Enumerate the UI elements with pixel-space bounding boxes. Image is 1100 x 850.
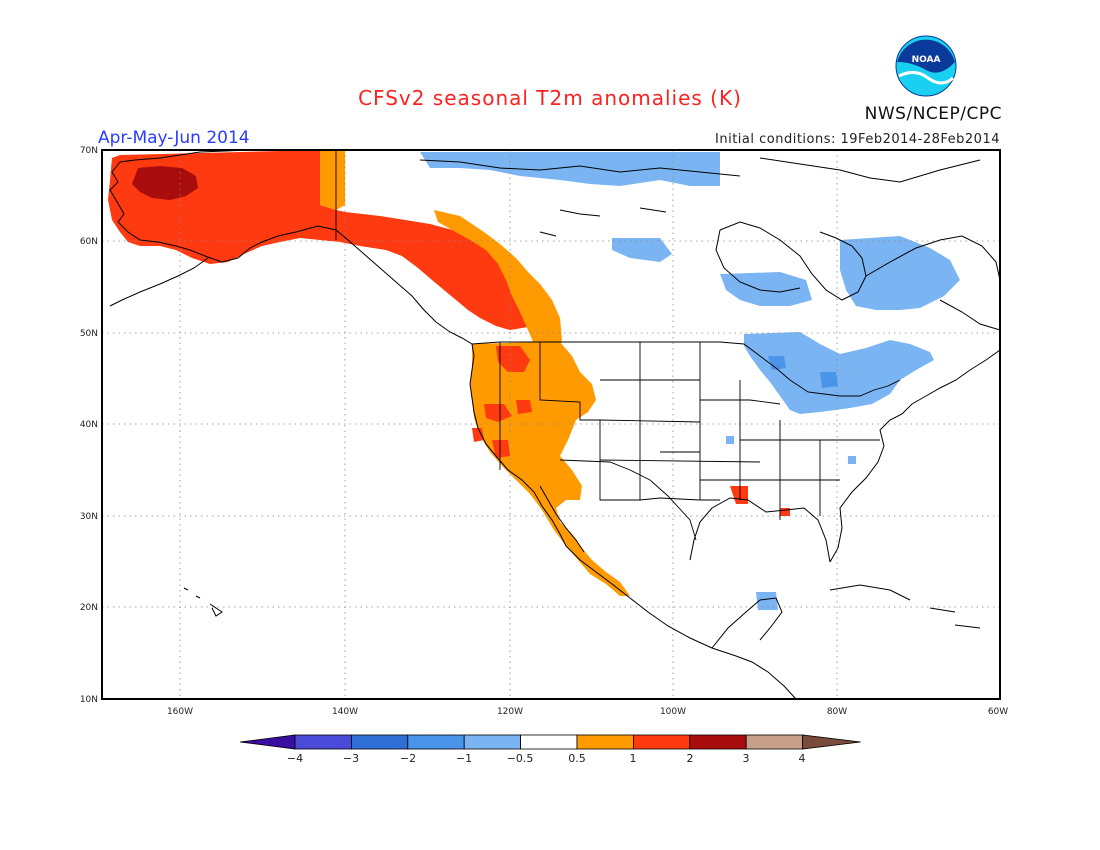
coastlines xyxy=(109,149,1001,700)
warm-anomaly-region xyxy=(132,166,198,200)
lon-label: 140W xyxy=(332,707,358,717)
colorbar-segment xyxy=(633,734,691,750)
graticule xyxy=(102,150,1000,699)
colorbar-label: 2 xyxy=(687,752,694,765)
warm-anomaly-region xyxy=(780,508,790,516)
colorbar-label: 0.5 xyxy=(568,752,586,765)
warm-anomaly-region xyxy=(472,428,484,442)
cool-anomaly-region xyxy=(768,356,786,370)
colorbar-label: −1 xyxy=(456,752,472,765)
colorbar xyxy=(239,734,861,750)
colorbar-label: −3 xyxy=(343,752,359,765)
map-title: CFSv2 seasonal T2m anomalies (K) xyxy=(358,86,742,110)
colorbar-segment xyxy=(745,734,804,750)
lon-label: 60W xyxy=(988,707,1008,717)
warm-anomaly-region xyxy=(470,342,630,596)
initial-conditions: Initial conditions: 19Feb2014-28Feb2014 xyxy=(715,132,1000,147)
cool-anomaly-region xyxy=(726,436,734,444)
colorbar-segment xyxy=(689,734,747,750)
noaa-logo-text: NOAA xyxy=(912,55,941,65)
longitude-labels: 160W 140W 120W 100W 80W 60W xyxy=(167,707,1008,717)
colorbar-label: 3 xyxy=(743,752,750,765)
lat-label: 20N xyxy=(80,603,98,613)
colorbar-label: −0.5 xyxy=(507,752,534,765)
cool-anomaly-region xyxy=(744,332,934,414)
colorbar-segment xyxy=(463,734,522,750)
cool-anomaly-region xyxy=(612,238,672,262)
warm-anomaly-region xyxy=(320,150,345,210)
colorbar-segment xyxy=(294,734,352,750)
lat-label: 70N xyxy=(80,146,98,156)
warm-anomaly-region xyxy=(492,440,510,458)
cool-anomaly-region xyxy=(756,592,778,610)
agency-label: NWS/NCEP/CPC xyxy=(864,104,1002,124)
cool-anomaly-region xyxy=(420,152,720,186)
cool-anomaly-region xyxy=(820,372,838,388)
colorbar-segment xyxy=(350,734,409,750)
map-frame xyxy=(101,149,1001,700)
colorbar-labels: −4 −3 −2 −1 −0.5 0.5 1 2 3 4 xyxy=(287,752,806,765)
colorbar-segment xyxy=(407,734,465,750)
lat-label: 60N xyxy=(80,237,98,247)
lon-label: 160W xyxy=(167,707,193,717)
colorbar-label: −4 xyxy=(287,752,303,765)
lon-label: 100W xyxy=(660,707,686,717)
warm-anomaly-region xyxy=(516,400,532,414)
cool-anomaly-region xyxy=(840,236,960,310)
lat-label: 50N xyxy=(80,329,98,339)
colorbar-end-low xyxy=(239,734,296,750)
noaa-logo: NOAA xyxy=(895,35,957,97)
cool-anomaly-region xyxy=(720,272,812,306)
colorbar-segment xyxy=(520,734,578,750)
colorbar-label: 4 xyxy=(799,752,806,765)
warm-anomaly-region xyxy=(484,404,512,422)
lat-label: 30N xyxy=(80,512,98,522)
warm-anomaly-region xyxy=(108,150,534,330)
cool-anomaly-region xyxy=(848,456,856,464)
lat-label: 10N xyxy=(80,695,98,705)
forecast-period: Apr-May-Jun 2014 xyxy=(98,128,250,148)
latitude-labels: 70N 60N 50N 40N 30N 20N 10N xyxy=(80,146,98,705)
borders xyxy=(335,150,901,541)
colorbar-label: 1 xyxy=(630,752,637,765)
colorbar-end-high xyxy=(802,734,861,750)
anomaly-shading xyxy=(108,150,960,610)
colorbar-segment xyxy=(576,734,634,750)
warm-anomaly-region xyxy=(496,346,530,372)
colorbar-label: −2 xyxy=(400,752,416,765)
warm-anomaly-region xyxy=(434,210,562,356)
lon-label: 120W xyxy=(497,707,523,717)
lat-label: 40N xyxy=(80,420,98,430)
lon-label: 80W xyxy=(827,707,847,717)
